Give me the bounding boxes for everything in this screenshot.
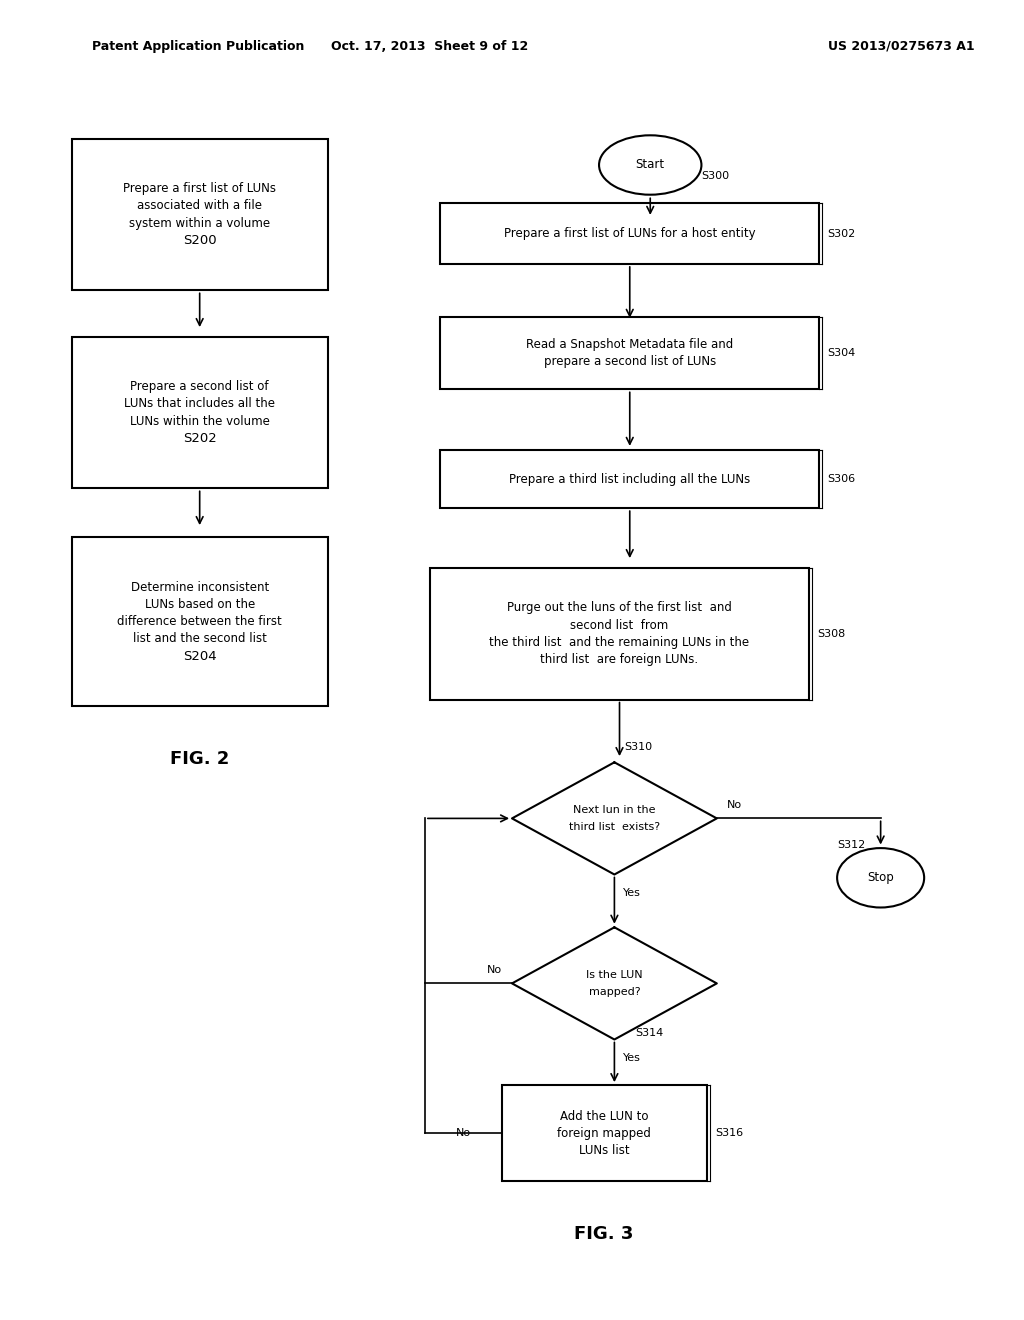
FancyBboxPatch shape [72, 337, 328, 488]
Text: second list  from: second list from [570, 619, 669, 631]
FancyBboxPatch shape [72, 537, 328, 706]
Text: US 2013/0275673 A1: US 2013/0275673 A1 [827, 40, 975, 53]
Text: third list  are foreign LUNs.: third list are foreign LUNs. [541, 653, 698, 665]
Text: LUNs that includes all the: LUNs that includes all the [124, 397, 275, 411]
Text: the third list  and the remaining LUNs in the: the third list and the remaining LUNs in… [489, 636, 750, 648]
Text: Yes: Yes [623, 887, 640, 898]
Text: Oct. 17, 2013  Sheet 9 of 12: Oct. 17, 2013 Sheet 9 of 12 [332, 40, 528, 53]
Text: Stop: Stop [867, 871, 894, 884]
FancyBboxPatch shape [440, 203, 819, 264]
Text: S306: S306 [827, 474, 855, 484]
Text: LUNs within the volume: LUNs within the volume [130, 414, 269, 428]
Text: S202: S202 [183, 432, 216, 445]
Text: Start: Start [636, 158, 665, 172]
Text: Read a Snapshot Metadata file and: Read a Snapshot Metadata file and [526, 338, 733, 351]
Text: FIG. 2: FIG. 2 [170, 750, 229, 768]
Text: associated with a file: associated with a file [137, 199, 262, 213]
Polygon shape [512, 763, 717, 874]
Text: Next lun in the: Next lun in the [573, 805, 655, 814]
Text: Determine inconsistent: Determine inconsistent [130, 581, 269, 594]
Text: S200: S200 [183, 234, 216, 247]
Text: S314: S314 [635, 1028, 664, 1038]
Text: S302: S302 [827, 228, 856, 239]
Text: prepare a second list of LUNs: prepare a second list of LUNs [544, 355, 716, 368]
Text: LUNs list: LUNs list [579, 1144, 630, 1156]
Text: foreign mapped: foreign mapped [557, 1127, 651, 1139]
Text: Prepare a first list of LUNs: Prepare a first list of LUNs [123, 182, 276, 195]
FancyBboxPatch shape [72, 139, 328, 290]
Text: S304: S304 [827, 348, 856, 358]
Text: Add the LUN to: Add the LUN to [560, 1110, 648, 1122]
Ellipse shape [838, 847, 924, 908]
Text: No: No [727, 800, 742, 810]
Text: mapped?: mapped? [589, 987, 640, 997]
Text: Prepare a third list including all the LUNs: Prepare a third list including all the L… [509, 473, 751, 486]
Text: S316: S316 [715, 1129, 742, 1138]
Text: No: No [486, 965, 502, 975]
Text: FIG. 3: FIG. 3 [574, 1225, 634, 1243]
Text: Purge out the luns of the first list  and: Purge out the luns of the first list and [507, 602, 732, 614]
Ellipse shape [599, 135, 701, 195]
Text: S300: S300 [701, 170, 729, 181]
Text: third list  exists?: third list exists? [569, 822, 659, 832]
Text: S310: S310 [625, 742, 652, 752]
Text: S308: S308 [817, 628, 846, 639]
Polygon shape [512, 927, 717, 1040]
Text: difference between the first: difference between the first [118, 615, 282, 628]
Text: S204: S204 [183, 649, 216, 663]
Text: Prepare a second list of: Prepare a second list of [130, 380, 269, 393]
Text: Is the LUN: Is the LUN [586, 970, 643, 979]
FancyBboxPatch shape [430, 568, 809, 700]
Text: Patent Application Publication: Patent Application Publication [92, 40, 304, 53]
FancyBboxPatch shape [440, 317, 819, 389]
Text: LUNs based on the: LUNs based on the [144, 598, 255, 611]
FancyBboxPatch shape [502, 1085, 707, 1181]
FancyBboxPatch shape [440, 450, 819, 508]
Text: No: No [456, 1129, 471, 1138]
Text: Prepare a first list of LUNs for a host entity: Prepare a first list of LUNs for a host … [504, 227, 756, 240]
Text: Yes: Yes [623, 1053, 640, 1063]
Text: system within a volume: system within a volume [129, 216, 270, 230]
Text: list and the second list: list and the second list [133, 632, 266, 645]
Text: S312: S312 [838, 840, 866, 850]
